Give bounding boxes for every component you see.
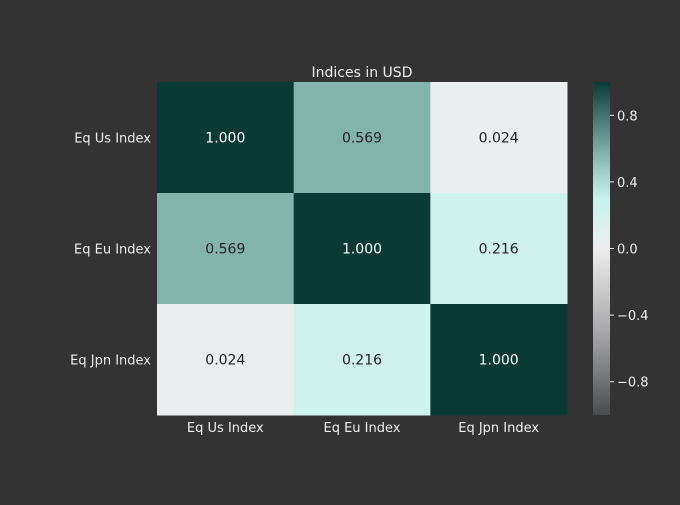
heatmap-cell-label: 1.000	[342, 242, 382, 258]
heatmap-cell	[157, 82, 295, 194]
x-tick-label: Eq Jpn Index	[458, 421, 539, 436]
colorbar-tick-label: 0.8	[617, 109, 638, 124]
heatmap-cell-label: 0.216	[342, 353, 382, 369]
heatmap-cell-labels: 1.000 0.569 0.024 0.569 1.000 0.216 0.024 0.216…	[205, 131, 519, 369]
colorbar-tick-labels: 0.8 0.4 0.0 −0.4 −0.8	[610, 109, 649, 391]
heatmap-cell	[157, 304, 295, 416]
colorbar-tick-label: −0.4	[617, 309, 649, 324]
heatmap-cell	[430, 304, 568, 416]
heatmap-cell	[157, 193, 295, 305]
heatmap-cell-label: 1.000	[205, 131, 245, 147]
colorbar-tick-label: −0.8	[617, 376, 649, 391]
heatmap-cell	[293, 82, 431, 194]
heatmap-cell-label: 1.000	[479, 353, 519, 369]
colorbar-tick-label: 0.0	[617, 243, 638, 258]
y-axis-tick-labels: Eq Us Index Eq Eu Index Eq Jpn Index	[70, 132, 151, 369]
heatmap-cell	[430, 193, 568, 305]
colorbar-tick-label: 0.4	[617, 176, 638, 191]
heatmap-cell-label: 0.024	[205, 353, 245, 369]
chart-title: Indices in USD	[312, 65, 413, 81]
colorbar: 0.8 0.4 0.0 −0.4 −0.8	[593, 82, 649, 415]
x-axis-tick-labels: Eq Us Index Eq Eu Index Eq Jpn Index	[187, 421, 539, 436]
heatmap-cells	[157, 82, 568, 416]
heatmap-cell-label: 0.569	[342, 131, 382, 147]
heatmap-cell	[430, 82, 568, 194]
x-tick-label: Eq Eu Index	[324, 421, 401, 436]
heatmap-cell	[293, 304, 431, 416]
heatmap-cell-label: 0.024	[479, 131, 519, 147]
x-tick-label: Eq Us Index	[187, 421, 264, 436]
colorbar-gradient	[593, 82, 610, 415]
y-tick-label: Eq Us Index	[74, 132, 151, 147]
y-tick-label: Eq Eu Index	[74, 243, 151, 258]
y-tick-label: Eq Jpn Index	[70, 354, 151, 369]
heatmap-cell-label: 0.216	[479, 242, 519, 258]
heatmap-cell-label: 0.569	[205, 242, 245, 258]
heatmap-cell	[293, 193, 431, 305]
